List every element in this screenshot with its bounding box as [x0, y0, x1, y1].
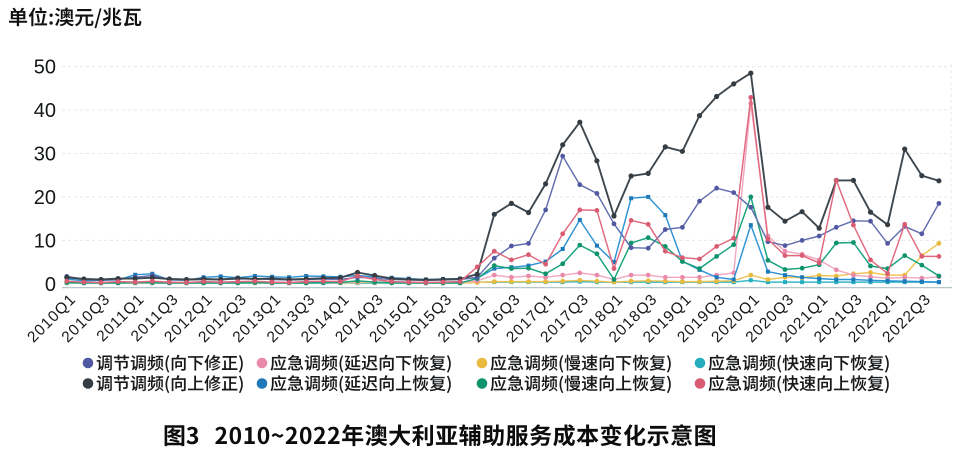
svg-text:40: 40 [34, 100, 56, 122]
svg-text:30: 30 [34, 144, 56, 166]
svg-text:10: 10 [34, 230, 56, 252]
svg-text:20: 20 [34, 187, 56, 209]
svg-text:0: 0 [45, 274, 56, 296]
svg-text:50: 50 [34, 57, 56, 79]
